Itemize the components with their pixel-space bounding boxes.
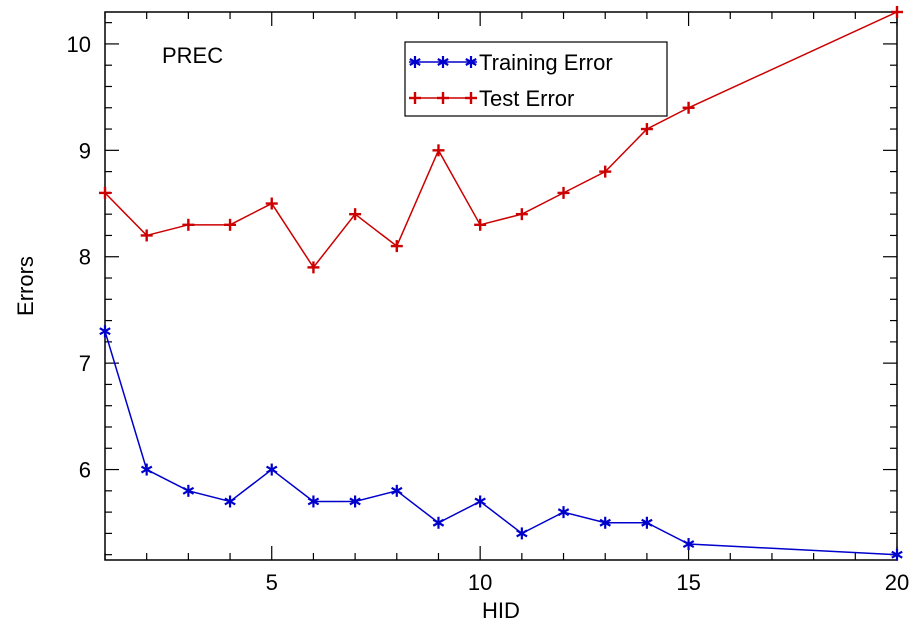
- x-tick-label: 10: [468, 570, 492, 595]
- y-tick-label: 9: [79, 138, 91, 163]
- legend-entry: Training Error: [409, 50, 613, 75]
- data-point: [99, 325, 111, 338]
- data-point-marker: [474, 497, 486, 506]
- data-point: [140, 229, 153, 242]
- legend-entry: Test Error: [409, 86, 574, 111]
- data-point: [391, 484, 403, 497]
- data-point: [516, 527, 528, 540]
- legend-label: Test Error: [479, 86, 574, 111]
- data-point: [891, 6, 903, 18]
- data-point: [515, 208, 528, 221]
- series-line: [104, 11, 898, 269]
- y-tick-label: 8: [79, 245, 91, 270]
- data-point-marker: [641, 518, 653, 527]
- data-point: [307, 495, 320, 508]
- data-point: [432, 516, 445, 529]
- x-tick-label: 20: [885, 570, 909, 595]
- legend-box: [404, 41, 668, 117]
- data-point-marker: [516, 529, 528, 538]
- data-point: [599, 516, 611, 529]
- data-point: [557, 186, 570, 199]
- data-point: [265, 197, 278, 210]
- data-point-marker: [224, 497, 236, 506]
- data-point-marker: [349, 497, 361, 506]
- data-point: [599, 165, 612, 178]
- y-tick-label: 6: [79, 458, 91, 483]
- legend: Training Error Test Error: [404, 41, 668, 117]
- data-point-marker: [307, 497, 320, 506]
- data-point: [682, 101, 695, 114]
- chart-annotation: PREC: [162, 43, 223, 68]
- x-tick-label: 15: [676, 570, 700, 595]
- data-point: [182, 484, 195, 497]
- legend-entries: Training Error Test Error: [409, 50, 613, 111]
- data-point: [140, 463, 153, 476]
- y-tick-label: 7: [79, 351, 91, 376]
- data-point-marker: [599, 518, 611, 527]
- data-point: [224, 218, 237, 231]
- x-tick-labels: 5 10 15 20: [266, 570, 910, 595]
- data-point-marker: [182, 486, 195, 495]
- data-point-marker: [682, 540, 695, 548]
- x-axis-label: HID: [482, 598, 520, 623]
- data-point: [349, 495, 361, 508]
- y-axis-label: Errors: [13, 256, 38, 316]
- data-point: [182, 218, 195, 231]
- y-tick-label: 10: [67, 32, 91, 57]
- legend-marker: [465, 58, 477, 66]
- series-line: [104, 331, 898, 556]
- legend-marker: [409, 58, 421, 66]
- series-0: [99, 325, 903, 561]
- data-point: [557, 506, 570, 519]
- data-point: [390, 240, 403, 253]
- data-point: [432, 144, 445, 157]
- data-point: [474, 218, 487, 231]
- series-layer: [99, 6, 903, 561]
- legend-marker: [437, 58, 449, 66]
- plot-frame: [104, 11, 898, 561]
- data-point-marker: [140, 465, 153, 474]
- data-point: [224, 495, 236, 508]
- data-point-marker: [265, 465, 278, 474]
- x-tick-label: 5: [266, 570, 278, 595]
- data-point: [349, 208, 362, 221]
- data-point-marker: [391, 486, 403, 495]
- data-point-marker: [891, 550, 903, 559]
- data-point: [641, 516, 653, 529]
- y-tick-labels: 6 7 8 9 10: [67, 32, 91, 483]
- data-point: [99, 186, 111, 199]
- major-ticks: [105, 12, 898, 560]
- data-point: [265, 463, 278, 476]
- data-point-marker: [432, 518, 445, 527]
- data-point: [474, 495, 486, 508]
- data-point: [891, 548, 903, 561]
- data-point: [640, 123, 653, 136]
- data-point: [682, 538, 695, 551]
- data-point-marker: [557, 508, 570, 517]
- data-point-marker: [99, 327, 111, 336]
- data-point: [307, 261, 320, 274]
- series-1: [99, 6, 903, 274]
- legend-label: Training Error: [479, 50, 613, 75]
